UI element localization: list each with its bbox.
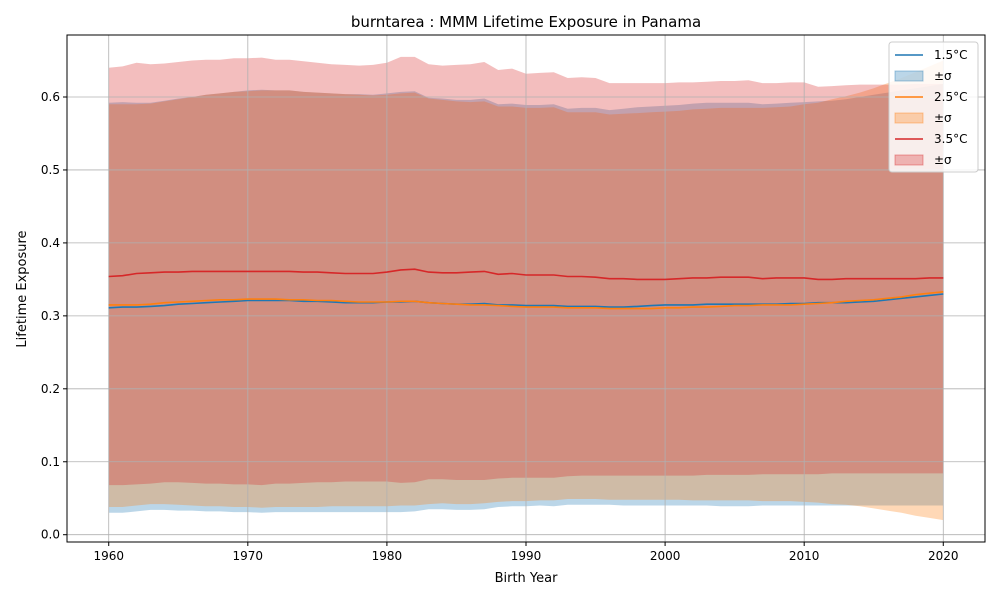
- y-tick-label: 0.4: [41, 236, 60, 250]
- y-tick-label: 0.3: [41, 309, 60, 323]
- legend-series-label: 3.5°C: [934, 132, 967, 146]
- y-tick-label: 0.5: [41, 163, 60, 177]
- x-tick-label: 2000: [650, 549, 681, 563]
- y-tick-label: 0.6: [41, 90, 60, 104]
- series-lines: [108, 268, 944, 310]
- legend-series-label: 1.5°C: [934, 48, 967, 62]
- chart-title: burntarea : MMM Lifetime Exposure in Pan…: [351, 13, 701, 31]
- x-tick-label: 2020: [928, 549, 959, 563]
- legend-band-swatch: [894, 154, 924, 166]
- x-tick-label: 1960: [93, 549, 124, 563]
- x-tick-label: 1990: [511, 549, 542, 563]
- y-tick-label: 0.2: [41, 382, 60, 396]
- legend-band-swatch: [894, 70, 924, 82]
- legend: 1.5°C ±σ 2.5°C ±σ 3.5°C ±σ: [888, 41, 979, 173]
- x-axis-label: Birth Year: [495, 571, 559, 586]
- y-axis-label: Lifetime Exposure: [15, 230, 30, 347]
- y-axis-ticks: 0.0 0.1 0.2 0.3 0.4 0.5 0.6: [41, 90, 67, 542]
- legend-band-swatch: [894, 112, 924, 124]
- x-tick-label: 1980: [372, 549, 403, 563]
- legend-series-label: 2.5°C: [934, 90, 967, 104]
- y-tick-label: 0.0: [41, 528, 60, 542]
- legend-band-label: ±σ: [934, 111, 952, 125]
- series-line-3: [108, 268, 944, 281]
- x-axis-ticks: 1960 1970 1980 1990 2000 2010 2020: [93, 542, 959, 563]
- series-line-2: [108, 291, 944, 310]
- y-tick-label: 0.1: [41, 455, 60, 469]
- x-tick-label: 2010: [789, 549, 820, 563]
- legend-band-label: ±σ: [934, 153, 952, 167]
- x-tick-label: 1970: [233, 549, 264, 563]
- legend-band-label: ±σ: [934, 69, 952, 83]
